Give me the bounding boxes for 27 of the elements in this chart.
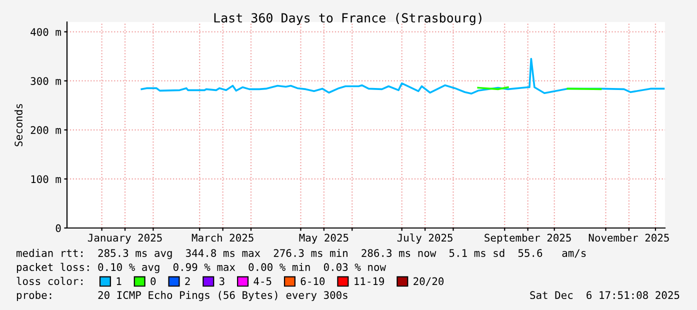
y-tick-label: 0: [56, 224, 61, 232]
text: Sat Dec 6 17:51:08 2025: [530, 291, 680, 300]
legend-label: 2: [185, 277, 190, 286]
x-tick-label: May 2025: [299, 234, 348, 244]
text: probe: 20 ICMP Echo Pings (56 Bytes) every 300s: [16, 290, 348, 302]
y-axis-title: Seconds: [14, 104, 23, 146]
legend-label: 20/20: [414, 277, 444, 286]
y-tick-label: 100 m: [31, 175, 61, 184]
legend-label: 6-10: [300, 277, 325, 286]
x-tick-label: November 2025: [588, 234, 669, 242]
legend-label: 1: [116, 277, 122, 286]
x-tick-label: January 2025: [88, 234, 162, 244]
text: median rtt: 285.3 ms avg 344.8 ms max 276.3 ms min 286.3 ms now 5.1 ms sd 55.6 am/s: [16, 248, 586, 260]
y-tick-label: 300 m: [30, 77, 61, 85]
x-tick-label: September 2025: [484, 234, 571, 244]
legend-label: 3: [220, 277, 224, 286]
chart-title: Last 360 Days to France (Strasbourg): [214, 12, 482, 26]
legend-title: loss color:: [16, 276, 82, 286]
legend-label: 0: [150, 277, 156, 286]
y-tick-label: 200 m: [30, 126, 61, 134]
text: packet loss: 0.10 % avg 0.99 % max 0.00 % min 0.03 % now: [16, 262, 386, 274]
y-tick-label: 400 m: [30, 28, 61, 36]
line-series: [140, 58, 665, 95]
legend-label: 4-5: [254, 277, 272, 286]
legend-label: 11-19: [354, 277, 384, 286]
x-tick-label: July 2025: [397, 234, 452, 244]
x-tick-label: March 2025: [192, 234, 254, 242]
